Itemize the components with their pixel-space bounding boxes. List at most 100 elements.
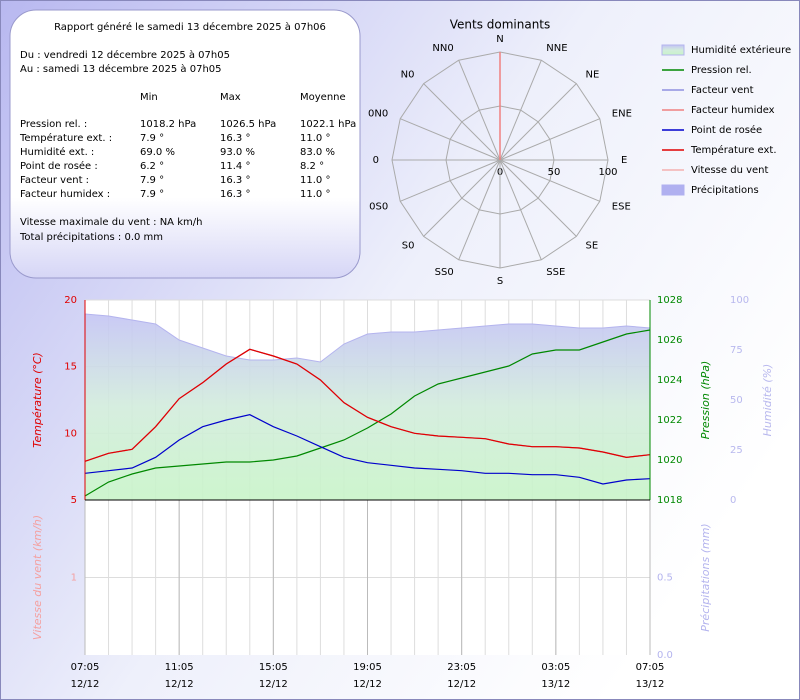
direction-label: ESE [612,201,631,212]
axis-title: Vitesse du vent (km/h) [31,515,44,640]
tick-label: 1024 [657,375,682,386]
x-tick-label: 12/12 [353,679,382,690]
rose-spoke [458,60,501,161]
stat-label: Point de rosée : [20,160,98,172]
x-tick-label: 11:05 [165,662,194,673]
x-tick-label: 03:05 [541,662,570,673]
stat-cell: 16.3 ° [220,189,250,200]
tick-label: 10 [64,428,77,439]
x-tick-label: 19:05 [353,662,382,673]
tick-label: 75 [730,345,743,356]
axis-title: Humidité (%) [761,364,774,437]
panel-box [9,9,361,279]
x-tick-label: 13/12 [636,679,665,690]
stat-cell: 7.9 ° [140,175,164,186]
stat-cell: 1026.5 hPa [220,119,276,130]
x-tick-label: 12/12 [259,679,288,690]
tick-label: 50 [730,395,743,406]
stat-cell: 11.4 ° [220,161,250,172]
series-line [84,414,651,485]
rose-spoke [499,159,542,260]
direction-label: NNE [546,43,567,54]
direction-label: E [621,155,627,166]
tick-label: 1020 [657,455,682,466]
legend-label: Facteur humidex [691,105,775,116]
direction-label: 0 [373,155,379,166]
rose-spoke [499,83,577,161]
stats-rows: Pression rel. : 1018.2 hPa 1026.5 hPa 1022.… [19,119,356,200]
legend-label: Humidité extérieure [691,44,791,56]
axis-title: Pression (hPa) [699,361,712,440]
rose-spoke [499,118,600,161]
rose-spoke [458,159,501,260]
direction-label: 0S0 [369,201,388,212]
direction-label: ENE [612,109,632,120]
legend-label: Pression rel. [691,65,752,76]
direction-label: 0N0 [368,109,388,120]
col-header: Moyenne [300,92,346,103]
x-tick-label: 13/12 [541,679,570,690]
rose-tick-label: 100 [598,167,617,178]
direction-label: SS0 [435,267,454,278]
stat-label: Pression rel. : [20,119,87,130]
note: Vitesse maximale du vent : NA km/h [20,217,202,228]
tick-label: 1028 [657,295,682,306]
stat-label: Humidité ext. : [20,146,94,158]
direction-label: SSE [546,267,565,278]
x-tick-label: 15:05 [259,662,288,673]
legend-label: Précipitations [691,184,759,196]
tick-label: 1022 [657,415,682,426]
tick-label: 0 [730,495,736,506]
report-title: Rapport généré le samedi 13 décembre 202… [54,21,326,33]
series-line [84,348,651,462]
stat-label: Température ext. : [19,132,112,144]
stat-cell: 11.0 ° [300,189,330,200]
x-tick-label: 12/12 [165,679,194,690]
stat-cell: 16.3 ° [220,133,250,144]
tick-label: 1 [71,573,77,584]
rose-title: Vents dominants [450,18,551,32]
direction-label: N0 [401,69,415,80]
stat-cell: 8.2 ° [300,161,324,172]
stat-cell: 11.0 ° [300,133,330,144]
report-panel: Rapport généré le samedi 13 décembre 202… [9,9,361,279]
axis-title: Précipitations (mm) [699,523,712,631]
stat-cell: 1018.2 hPa [140,119,196,130]
x-tick-label: 12/12 [447,679,476,690]
legend-swatch [661,184,685,196]
tick-label: 0.5 [657,573,673,584]
tick-label: 20 [64,295,77,306]
stat-cell: 69.0 % [140,147,175,158]
humidity-area [84,313,651,501]
stat-label: Facteur vent : [20,175,89,186]
x-tick-label: 23:05 [447,662,476,673]
x-tick-label: 07:05 [636,662,665,673]
tick-label: 1026 [657,335,682,346]
series-line [84,329,651,497]
tick-label: 0.0 [657,650,673,661]
x-tick-label: 12/12 [71,679,100,690]
legend-label: Vitesse du vent [691,165,768,176]
stat-cell: 16.3 ° [220,175,250,186]
tick-label: 100 [730,295,749,306]
axis-title: Température (°C) [31,352,44,448]
rose-spoke [499,60,542,161]
stat-cell: 83.0 % [300,147,335,158]
rose-spoke [499,159,577,237]
rose-spoke [423,159,501,237]
legend-swatch [661,44,685,56]
stat-cell: 7.9 ° [140,189,164,200]
stat-cell: 11.0 ° [300,175,330,186]
x-tick-label: 07:05 [71,662,100,673]
stat-cell: 93.0 % [220,147,255,158]
direction-label: S0 [402,241,415,252]
legend-label: Point de rosée [691,124,762,136]
note: Total précipitations : 0.0 mm [19,231,163,243]
direction-label: SE [586,241,599,252]
tick-label: 1018 [657,495,682,506]
legend-label: Facteur vent [691,85,754,96]
rose-tick-label: 50 [548,167,561,178]
period-to: Au : samedi 13 décembre 2025 à 07h05 [20,63,222,75]
